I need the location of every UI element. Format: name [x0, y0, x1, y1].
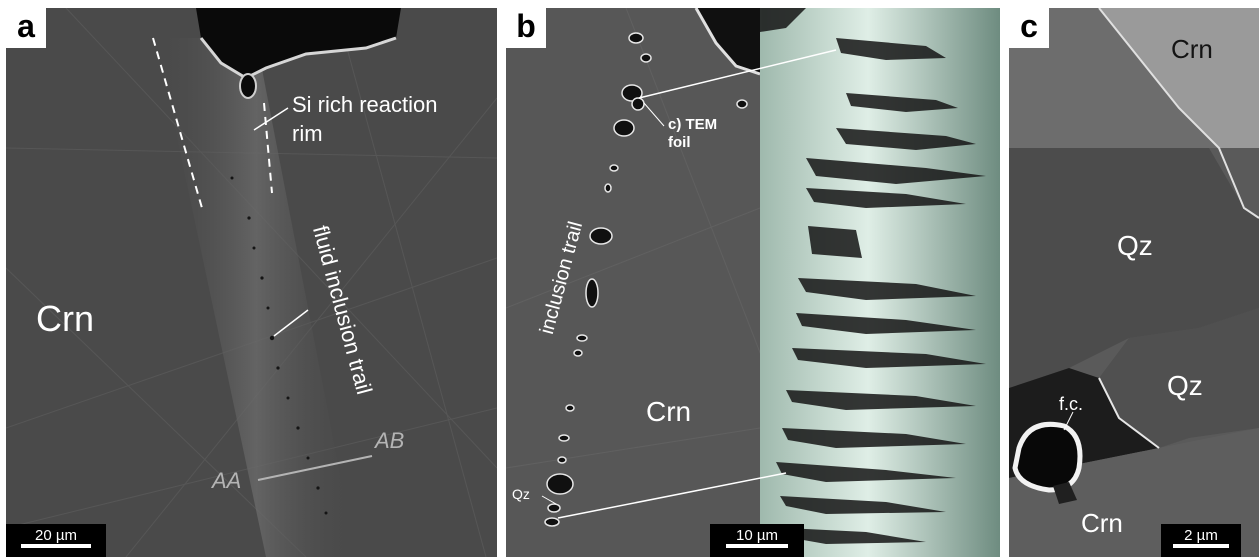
qz-label-b: Qz: [512, 486, 530, 502]
scale-bar-c-text: 2 µm: [1184, 527, 1218, 544]
panel-c-label: c: [1009, 8, 1049, 48]
crn-label-c-bottom: Crn: [1081, 508, 1123, 538]
scale-bar-b-text: 10 µm: [736, 527, 778, 544]
scale-bar-b-line: [726, 544, 788, 548]
panel-c-tem-image: c Crn Qz Qz f.c. Crn 2 µm: [1009, 8, 1259, 557]
scale-bar-a-text: 20 µm: [35, 527, 77, 544]
scale-bar-a: 20 µm: [6, 524, 106, 557]
panel-a-sem-image: a Si rich reaction rim fluid inclusion t…: [6, 8, 497, 557]
qz-label-c-lower: Qz: [1167, 370, 1203, 401]
panel-a-image: [6, 8, 497, 557]
crn-label-c-top: Crn: [1171, 34, 1213, 64]
crn-label-b: Crn: [646, 396, 692, 427]
panel-c-image: [1009, 8, 1259, 557]
qz-label-c-upper: Qz: [1117, 230, 1153, 261]
aa-label: AA: [212, 468, 242, 493]
scale-bar-a-line: [21, 544, 91, 548]
scale-bar-c-line: [1173, 544, 1229, 548]
panel-a-label: a: [6, 8, 46, 48]
crn-label: Crn: [36, 298, 95, 339]
scale-bar-b: 10 µm: [710, 524, 804, 557]
si-rich-rim-label-line1: Si rich reaction: [292, 92, 438, 117]
panel-b-sem-optical-image: b c) TEM foil inclusion trail Crn Qz 10 …: [506, 8, 1000, 557]
ab-label: AB: [375, 428, 405, 453]
panel-b-label: b: [506, 8, 546, 48]
scale-bar-c: 2 µm: [1161, 524, 1241, 557]
tem-foil-label-line1: c) TEM: [668, 116, 718, 133]
si-rich-rim-label-line2: rim: [292, 121, 323, 146]
fc-label: f.c.: [1059, 394, 1084, 414]
panel-b-image: [506, 8, 1000, 557]
tem-foil-label-line2: foil: [668, 134, 691, 151]
